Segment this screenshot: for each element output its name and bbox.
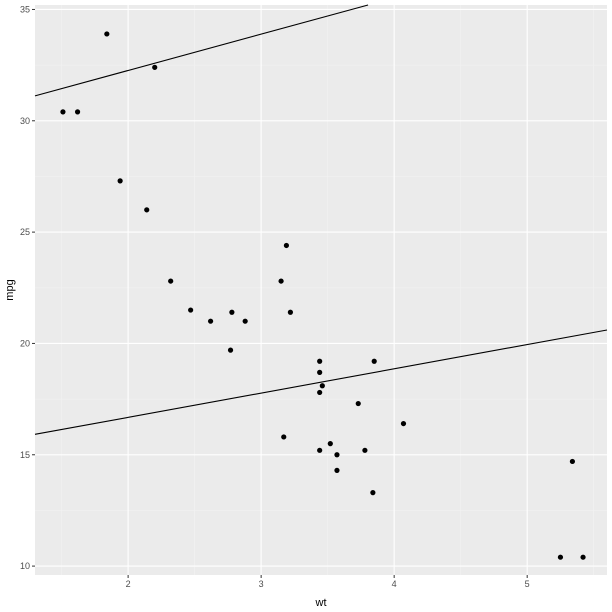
data-point — [355, 400, 361, 407]
data-point — [188, 307, 194, 313]
data-point — [317, 369, 323, 375]
data-point — [152, 64, 158, 70]
data-point — [168, 278, 174, 284]
y-tick-label: 35 — [20, 4, 30, 14]
data-points — [60, 31, 586, 560]
data-point — [317, 447, 323, 453]
data-point — [400, 420, 407, 427]
data-point — [74, 109, 81, 115]
data-point — [580, 554, 586, 560]
x-tick-label: 2 — [126, 579, 131, 589]
data-point — [229, 309, 235, 315]
data-point — [207, 318, 214, 324]
y-tick-label: 25 — [20, 227, 30, 237]
data-point — [319, 383, 325, 389]
data-point — [242, 318, 248, 324]
major-grid — [35, 5, 607, 575]
data-point — [281, 434, 287, 440]
x-axis-title: wt — [315, 597, 327, 609]
abline-1 — [34, 4, 369, 97]
y-tick-label: 10 — [20, 561, 30, 571]
x-tick-label: 5 — [525, 579, 530, 589]
x-tick-label: 3 — [259, 579, 264, 589]
data-point — [283, 242, 290, 249]
y-tick-label: 20 — [20, 338, 30, 348]
data-point — [60, 109, 66, 115]
data-point — [334, 467, 340, 473]
data-point — [362, 447, 368, 453]
data-point — [278, 278, 284, 284]
plot-panel — [35, 5, 607, 575]
x-tick-label: 4 — [392, 579, 397, 589]
data-point — [557, 554, 564, 560]
data-point — [334, 452, 340, 458]
data-point — [317, 389, 323, 396]
data-point — [287, 309, 294, 315]
y-tick-label: 15 — [20, 450, 30, 460]
data-point — [144, 207, 150, 213]
y-tick-label: 30 — [20, 116, 30, 126]
y-axis-title: mpg — [4, 279, 16, 300]
abline-2 — [34, 329, 608, 435]
data-point — [104, 31, 110, 37]
reference-lines — [34, 4, 608, 435]
data-point — [370, 490, 376, 496]
data-point — [117, 178, 123, 184]
data-point — [371, 358, 377, 364]
data-point — [569, 458, 576, 465]
data-point — [327, 441, 333, 447]
y-axis: 10 15 20 25 30 35 — [20, 4, 35, 571]
data-point — [317, 358, 323, 364]
data-point — [227, 347, 234, 353]
x-axis: 2 3 4 5 — [126, 575, 530, 589]
minor-grid — [35, 5, 607, 575]
